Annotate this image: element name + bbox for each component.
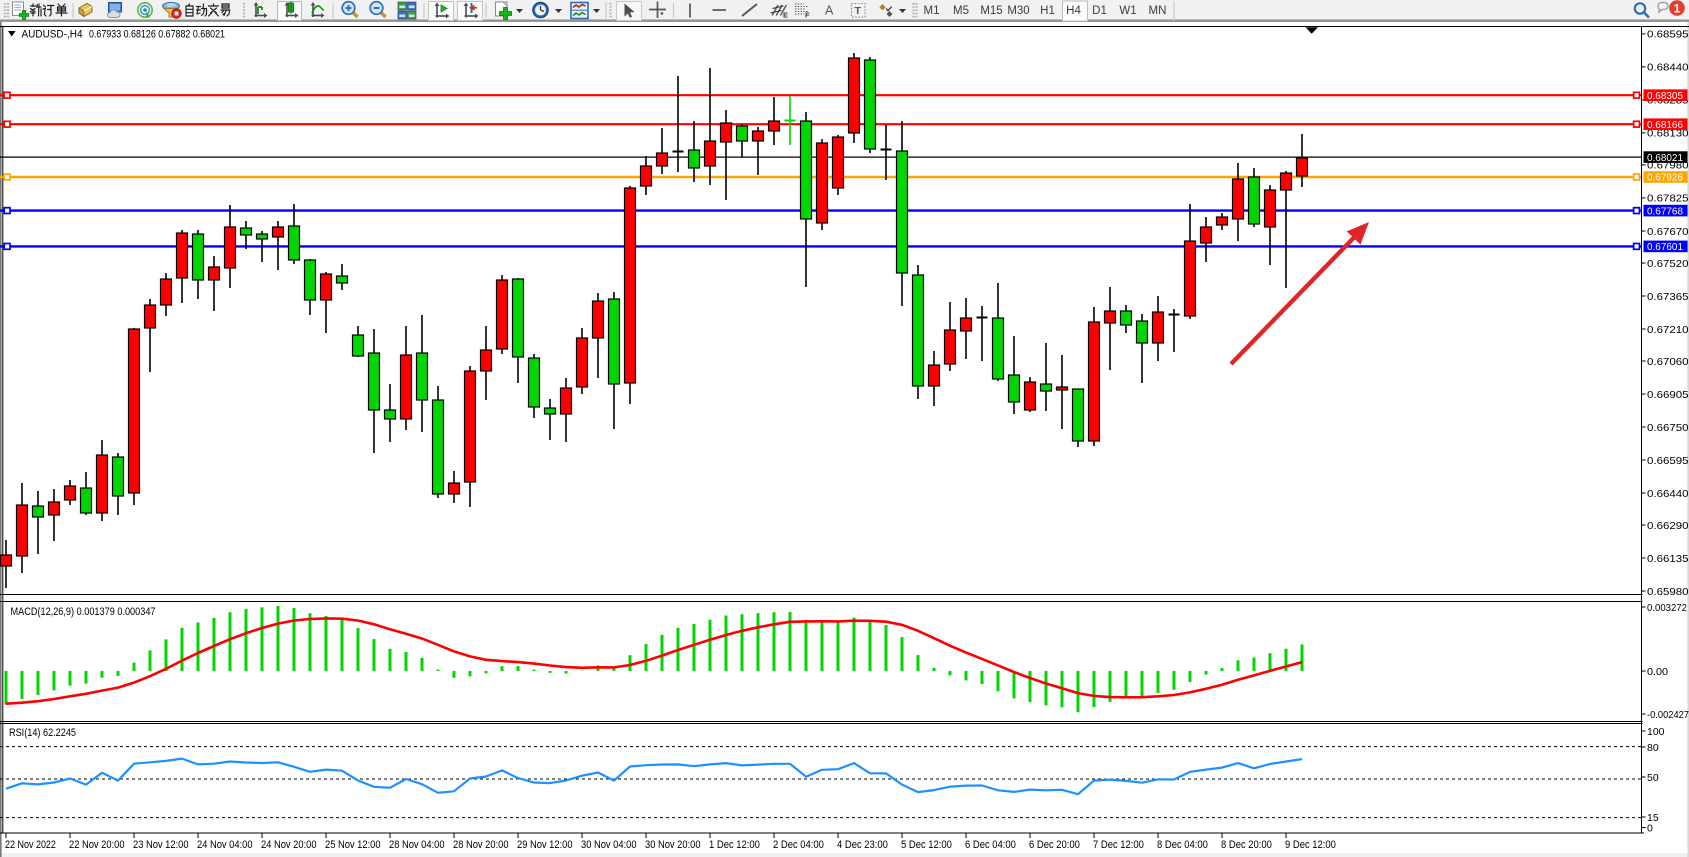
svg-text:22 Nov 2022: 22 Nov 2022 — [5, 839, 56, 851]
svg-text:100: 100 — [1647, 726, 1665, 738]
svg-text:30 Nov 20:00: 30 Nov 20:00 — [645, 839, 701, 851]
svg-text:A: A — [825, 4, 834, 18]
svg-text:1: 1 — [1674, 1, 1681, 15]
svg-text:0.66290: 0.66290 — [1647, 520, 1689, 532]
svg-text:0.67926: 0.67926 — [1647, 172, 1683, 184]
svg-text:0.66750: 0.66750 — [1647, 422, 1689, 434]
svg-text:AUDUSD-,H4: AUDUSD-,H4 — [22, 29, 83, 41]
svg-text:0.67825: 0.67825 — [1647, 193, 1689, 205]
svg-text:24 Nov 20:00: 24 Nov 20:00 — [261, 839, 317, 851]
svg-text:6 Dec 04:00: 6 Dec 04:00 — [965, 839, 1016, 851]
svg-text:15: 15 — [1647, 812, 1659, 824]
svg-text:0.66595: 0.66595 — [1647, 455, 1689, 467]
svg-text:D1: D1 — [1092, 5, 1107, 17]
svg-text:30 Nov 04:00: 30 Nov 04:00 — [581, 839, 637, 851]
svg-text:0.66135: 0.66135 — [1647, 553, 1689, 565]
svg-text:1 Dec 12:00: 1 Dec 12:00 — [709, 839, 760, 851]
svg-text:5 Dec 12:00: 5 Dec 12:00 — [901, 839, 952, 851]
svg-text:0.67060: 0.67060 — [1647, 356, 1689, 368]
svg-text:80: 80 — [1647, 742, 1659, 754]
svg-text:E: E — [783, 11, 788, 20]
svg-text:0: 0 — [1647, 822, 1653, 834]
svg-text:-0.002427: -0.002427 — [1647, 709, 1689, 721]
svg-text:0.67933 0.68126 0.67882 0.6802: 0.67933 0.68126 0.67882 0.68021 — [89, 29, 225, 41]
svg-text:8 Dec 04:00: 8 Dec 04:00 — [1157, 839, 1208, 851]
svg-text:M30: M30 — [1007, 5, 1029, 17]
svg-text:0.67210: 0.67210 — [1647, 324, 1689, 336]
svg-text:50: 50 — [1647, 772, 1659, 784]
svg-text:9 Dec 12:00: 9 Dec 12:00 — [1285, 839, 1336, 851]
svg-text:28 Nov 20:00: 28 Nov 20:00 — [453, 839, 509, 851]
svg-text:0.68305: 0.68305 — [1647, 90, 1683, 102]
svg-text:0.67601: 0.67601 — [1647, 241, 1683, 253]
svg-text:0.66440: 0.66440 — [1647, 488, 1689, 500]
svg-text:22 Nov 20:00: 22 Nov 20:00 — [69, 839, 125, 851]
svg-text:0.68166: 0.68166 — [1647, 119, 1683, 131]
svg-text:28 Nov 04:00: 28 Nov 04:00 — [389, 839, 445, 851]
svg-text:M5: M5 — [953, 5, 969, 17]
svg-text:MACD(12,26,9) 0.001379 0.00034: MACD(12,26,9) 0.001379 0.000347 — [11, 606, 156, 618]
svg-text:0.67768: 0.67768 — [1647, 205, 1683, 217]
svg-text:0.67365: 0.67365 — [1647, 291, 1689, 303]
svg-text:H1: H1 — [1040, 5, 1055, 17]
svg-text:4 Dec 23:00: 4 Dec 23:00 — [837, 839, 888, 851]
svg-text:M15: M15 — [980, 5, 1002, 17]
svg-text:23 Nov 12:00: 23 Nov 12:00 — [133, 839, 189, 851]
svg-text:F: F — [805, 11, 810, 20]
svg-text:0.68021: 0.68021 — [1647, 152, 1683, 164]
svg-text:RSI(14) 62.2245: RSI(14) 62.2245 — [9, 727, 76, 739]
svg-text:29 Nov 12:00: 29 Nov 12:00 — [517, 839, 573, 851]
svg-text:0.67670: 0.67670 — [1647, 226, 1689, 238]
svg-text:T: T — [855, 5, 862, 17]
svg-text:0.003272: 0.003272 — [1647, 602, 1687, 614]
svg-text:0.68595: 0.68595 — [1647, 29, 1689, 41]
svg-text:H4: H4 — [1066, 5, 1081, 17]
svg-text:0.67520: 0.67520 — [1647, 258, 1689, 270]
svg-text:7 Dec 12:00: 7 Dec 12:00 — [1093, 839, 1144, 851]
svg-text:0.00: 0.00 — [1647, 666, 1668, 678]
svg-text:M1: M1 — [924, 5, 940, 17]
svg-text:0.65980: 0.65980 — [1647, 586, 1689, 598]
svg-text:8 Dec 20:00: 8 Dec 20:00 — [1221, 839, 1272, 851]
svg-text:0.66905: 0.66905 — [1647, 389, 1689, 401]
svg-text:6 Dec 20:00: 6 Dec 20:00 — [1029, 839, 1080, 851]
svg-text:25 Nov 12:00: 25 Nov 12:00 — [325, 839, 381, 851]
svg-text:0.68130: 0.68130 — [1647, 128, 1689, 140]
svg-text:0.68440: 0.68440 — [1647, 62, 1689, 74]
svg-text:2 Dec 04:00: 2 Dec 04:00 — [773, 839, 824, 851]
svg-text:W1: W1 — [1119, 5, 1136, 17]
svg-text:MN: MN — [1149, 5, 1167, 17]
svg-text:24 Nov 04:00: 24 Nov 04:00 — [197, 839, 253, 851]
